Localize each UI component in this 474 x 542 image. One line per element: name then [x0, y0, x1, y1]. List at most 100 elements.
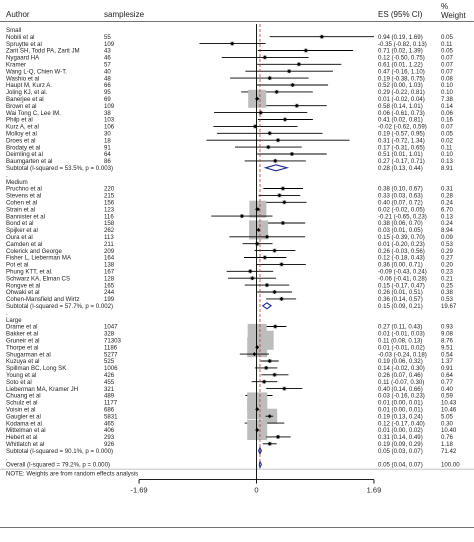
study-samplesize: 164: [104, 255, 115, 262]
study-author: Molloy et al: [6, 131, 37, 138]
study-ci: 0.19 (-0.57, 0.95): [378, 131, 425, 138]
study-samplesize: 55: [104, 34, 111, 41]
study-samplesize: 5277: [104, 351, 118, 358]
point-estimate: [264, 234, 269, 239]
study-author: Rongve et al: [6, 282, 40, 289]
group-label: Small: [6, 27, 21, 34]
study-author: Kodama et al: [6, 420, 42, 427]
study-author: Nygaard HA: [6, 55, 40, 62]
study-samplesize: 57: [104, 62, 111, 69]
point-estimate: [276, 434, 281, 439]
study-samplesize: 138: [104, 262, 115, 269]
study-ci: 0.01 (-0.20, 0.23): [378, 241, 425, 248]
study-author: Oura et al: [6, 234, 33, 241]
study-weight: 0.93: [441, 324, 453, 331]
study-ci: 0.27 (-0.17, 0.71): [378, 158, 425, 165]
study-author: Pruchno et al: [6, 186, 42, 193]
study-samplesize: 406: [104, 427, 115, 434]
study-samplesize: 40: [104, 68, 111, 75]
study-weight: 0.29: [441, 248, 453, 255]
study-author: Bakker et al: [6, 331, 38, 338]
point-estimate: [282, 386, 287, 391]
study-samplesize: 1006: [104, 365, 118, 372]
study-author: Drame et al: [6, 324, 38, 331]
study-weight: 0.07: [441, 124, 453, 131]
study-ci: 0.33 (0.03, 0.63): [378, 193, 423, 200]
study-weight: 0.21: [441, 275, 453, 282]
study-author: Shugarman et al: [6, 351, 51, 358]
study-author: Phung KTT, et al.: [6, 269, 53, 276]
point-estimate: [289, 152, 294, 156]
subtotal-label: Subtotal (I-squared = 57.7%, p = 0.002): [6, 303, 113, 310]
study-samplesize: 321: [104, 386, 115, 393]
subtotal-ci: 0.05 (0.03, 0.07): [378, 448, 423, 455]
study-author: Baumgarten et al: [6, 158, 52, 165]
study-samplesize: 106: [104, 124, 115, 131]
point-estimate: [272, 372, 277, 377]
header-es: ES (95% CI): [378, 10, 423, 19]
point-estimate: [267, 359, 272, 363]
point-estimate: [303, 48, 308, 53]
study-samplesize: 113: [104, 234, 114, 241]
study-samplesize: 489: [104, 393, 115, 400]
study-samplesize: 109: [104, 103, 115, 110]
study-author: Chuang et al: [6, 393, 41, 400]
study-samplesize: 211: [104, 241, 114, 248]
study-weight: 0.13: [441, 158, 453, 165]
study-author: Schwarz KA, Elman CS: [6, 275, 70, 282]
study-ci: 0.40 (0.14, 0.66): [378, 386, 423, 393]
group-label: Medium: [6, 179, 28, 186]
study-weight: 0.28: [441, 193, 453, 200]
study-weight: 0.20: [441, 262, 453, 269]
study-weight: 0.23: [441, 269, 453, 276]
study-samplesize: 293: [104, 434, 115, 441]
study-ci: 0.01 (-0.02, 0.04): [378, 96, 425, 103]
study-samplesize: 167: [104, 269, 115, 276]
study-samplesize: 328: [104, 331, 115, 338]
study-author: Cohen-Mansfield and Wirtz: [6, 296, 80, 303]
study-ci: 0.01 (0.00, 0.02): [378, 427, 423, 434]
point-estimate: [267, 76, 272, 81]
study-author: Wai Tong C, Lee IM.: [6, 110, 61, 117]
study-samplesize: 123: [104, 206, 115, 213]
study-samplesize: 686: [104, 407, 115, 414]
point-estimate: [273, 324, 278, 329]
study-samplesize: 18: [104, 137, 111, 144]
study-author: Bannister et al: [6, 213, 45, 220]
study-samplesize: 199: [104, 296, 115, 303]
study-ci: 0.14 (-0.02, 0.30): [378, 365, 425, 372]
study-ci: 0.12 (-0.50, 0.75): [378, 55, 425, 62]
study-weight: 6.70: [441, 206, 453, 213]
plot-header: Author samplesize ES (95% CI) % Weight: [6, 2, 467, 20]
subtotal-diamond: [261, 302, 273, 310]
point-estimate: [280, 186, 285, 191]
study-samplesize: 38: [104, 110, 111, 117]
study-weight: 7.38: [441, 96, 453, 103]
point-estimate: [276, 138, 281, 143]
study-author: Kurz A, et al: [6, 124, 39, 131]
study-weight: 0.30: [441, 420, 453, 427]
study-ci: 0.19 (0.09, 0.29): [378, 441, 423, 448]
study-author: Brodaty et al: [6, 144, 40, 151]
study-weight: 0.13: [441, 213, 453, 220]
study-weight: 0.24: [441, 200, 453, 207]
point-estimate: [279, 262, 284, 267]
study-ci: 0.15 (-0.39, 0.70): [378, 234, 425, 241]
study-author: Kuzuya et al: [6, 358, 40, 365]
study-ci: 0.31 (-0.72, 1.34): [378, 137, 425, 144]
study-author: Banerjee et al: [6, 96, 44, 103]
study-ci: 0.58 (0.14, 1.01): [378, 103, 423, 110]
study-author: Cohen et al: [6, 200, 37, 207]
study-author: Thorpe et al: [6, 344, 39, 351]
study-samplesize: 66: [104, 82, 111, 89]
study-weight: 0.07: [441, 62, 453, 69]
study-ci: -0.35 (-0.82, 0.13): [378, 41, 427, 48]
point-estimate: [282, 117, 287, 122]
point-estimate: [264, 283, 269, 288]
point-estimate: [267, 414, 272, 419]
point-estimate: [248, 269, 253, 274]
subtotal-weight: 19.67: [441, 303, 457, 310]
study-ci: 0.06 (-0.61, 0.73): [378, 110, 425, 117]
point-estimate: [262, 379, 267, 384]
study-author: Stevens et al: [6, 193, 41, 200]
